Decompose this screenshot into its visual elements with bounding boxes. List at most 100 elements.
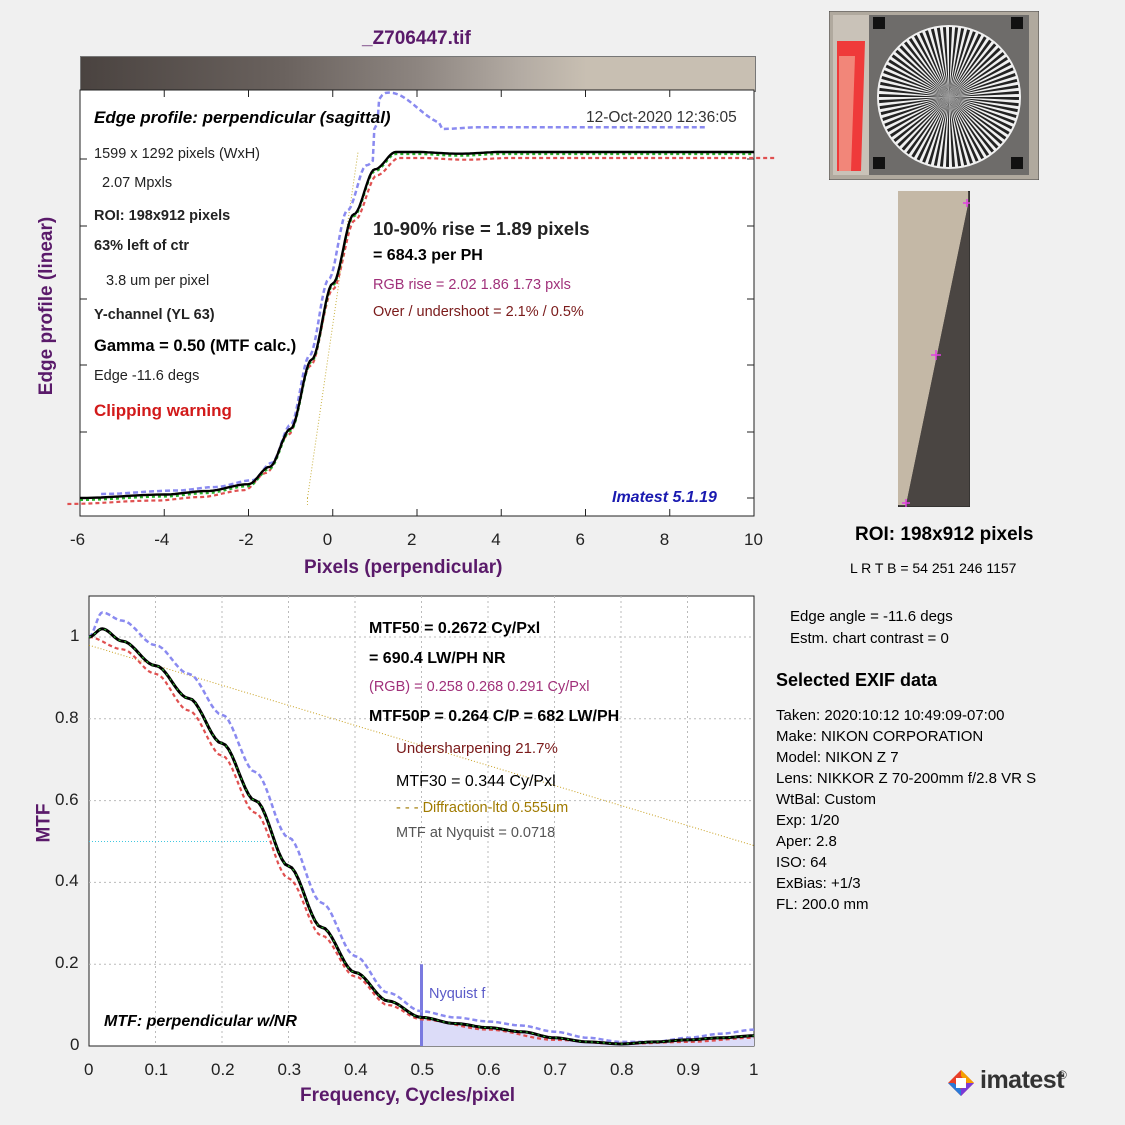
exif-line: Taken: 2020:10:12 10:49:09-07:00 xyxy=(776,707,1005,724)
star-wedge xyxy=(949,28,965,97)
edge-xtick-label: 6 xyxy=(575,530,585,549)
star-wedge xyxy=(949,97,1015,124)
chart-contrast: Estm. chart contrast = 0 xyxy=(790,630,949,647)
star-wedge xyxy=(897,97,949,147)
mtf-series-b xyxy=(88,611,755,1044)
channel-info: Y-channel (YL 63) xyxy=(94,307,215,323)
gamma-info: Gamma = 0.50 (MTF calc.) xyxy=(94,337,297,355)
star-wedge xyxy=(949,97,962,167)
exif-line: Aper: 2.8 xyxy=(776,833,837,850)
mtf-ytick-label: 0.8 xyxy=(55,707,79,727)
star-wedge xyxy=(922,97,949,163)
edge-xtick-label: -4 xyxy=(154,530,170,549)
star-wedge xyxy=(884,97,949,127)
diffraction-label: - - - Diffraction-ltd 0.555um xyxy=(396,800,569,816)
star-wedge xyxy=(949,27,959,97)
mtf-xtick-label: 0.4 xyxy=(344,1060,368,1079)
star-wedge xyxy=(886,97,949,132)
star-wedge xyxy=(949,47,1001,97)
mtf-xtick-label: 0.6 xyxy=(477,1060,501,1079)
star-wedge xyxy=(949,31,976,98)
star-wedge xyxy=(949,97,990,157)
star-wedge xyxy=(949,97,1007,140)
star-wedge xyxy=(949,90,1019,97)
star-wedge xyxy=(904,41,949,97)
exif-line: Lens: NIKKOR Z 70-200mm f/2.8 VR S xyxy=(776,770,1037,787)
star-wedge xyxy=(949,29,971,97)
star-wedge xyxy=(949,97,994,153)
star-wedge xyxy=(949,97,984,160)
edge-xtick-label: 4 xyxy=(491,530,501,549)
roi-info: ROI: 198x912 pixels xyxy=(94,208,231,224)
left-of-ctr: 63% left of ctr xyxy=(94,238,190,254)
edge-xtick-label: 0 xyxy=(322,530,333,549)
star-wedge xyxy=(908,37,949,97)
roi-image xyxy=(898,191,970,507)
exif-line: ISO: 64 xyxy=(776,854,827,871)
star-wedge xyxy=(949,97,1019,101)
star-wedge xyxy=(893,97,949,142)
exif-line: Exp: 1/20 xyxy=(776,812,840,829)
star-wedge xyxy=(949,33,982,97)
edge-xtick-label: 2 xyxy=(407,530,417,549)
star-wedge xyxy=(949,43,997,97)
mtf-xtick-label: 0.7 xyxy=(543,1060,568,1079)
version-label: Imatest 5.1.19 xyxy=(612,489,717,506)
edge-xtick-label: 8 xyxy=(659,530,670,549)
star-wedge xyxy=(949,39,992,97)
star-wedge xyxy=(891,54,949,97)
star-wedge xyxy=(949,97,956,167)
undersharpening: Undersharpening 21.7% xyxy=(396,740,558,757)
rgb-mtf50: (RGB) = 0.258 0.268 0.291 Cy/Pxl xyxy=(369,679,590,695)
star-wedge xyxy=(895,49,949,97)
star-wedge xyxy=(949,84,1019,97)
star-wedge xyxy=(888,59,949,97)
exif-line: FL: 200.0 mm xyxy=(776,896,869,913)
overshoot-info: Over / undershoot = 2.1% / 0.5% xyxy=(373,304,584,320)
mtf-ytick-label: 0.4 xyxy=(55,871,79,891)
star-wedge xyxy=(945,97,949,167)
star-wedge xyxy=(883,70,949,97)
star-wedge xyxy=(949,52,1005,97)
star-wedge xyxy=(949,97,1003,145)
star-wedge xyxy=(949,97,1010,135)
star-wedge xyxy=(901,97,949,151)
mtf-ytick-label: 1 xyxy=(70,626,80,645)
star-wedge xyxy=(927,97,949,165)
mtf-xlabel: Frequency, Cycles/pixel xyxy=(300,1085,516,1106)
edge-heading: Edge profile: perpendicular (sagittal) xyxy=(94,108,391,127)
star-wedge xyxy=(879,93,949,97)
roi-label: ROI: 198x912 pixels xyxy=(855,524,1034,545)
star-wedge xyxy=(949,97,1017,119)
imatest-logo xyxy=(946,1068,976,1098)
edge-xtick-label: -2 xyxy=(238,530,254,549)
file-title: _Z706447.tif xyxy=(362,28,471,49)
edge-series-green xyxy=(79,152,754,502)
star-wedge xyxy=(899,45,949,97)
edge-xlabel: Pixels (perpendicular) xyxy=(304,557,503,578)
star-wedge xyxy=(916,97,949,161)
star-wedge xyxy=(880,97,949,116)
star-wedge xyxy=(911,97,949,158)
mtf-xtick-label: 0.5 xyxy=(410,1060,435,1079)
star-wedge xyxy=(949,27,953,97)
star-wedge xyxy=(942,27,949,98)
star-wedge xyxy=(949,73,1016,97)
mtf-xtick-label: 0.2 xyxy=(211,1060,235,1079)
star-wedge xyxy=(879,97,949,110)
roi-coords: L R T B = 54 251 246 1157 xyxy=(850,560,1017,576)
star-wedge xyxy=(949,97,973,164)
edge-series-red xyxy=(67,156,776,506)
exif-line: ExBias: +1/3 xyxy=(776,875,861,892)
star-wedge xyxy=(949,97,968,166)
edge-xtick-label: 10 xyxy=(744,530,763,549)
star-wedge xyxy=(925,30,949,97)
exif-line: Make: NIKON CORPORATION xyxy=(776,728,984,745)
mtf-heading: MTF: perpendicular w/NR xyxy=(104,1013,297,1030)
star-wedge xyxy=(914,34,949,97)
edge-xtick-label: -6 xyxy=(70,530,86,549)
star-wedge xyxy=(949,97,1019,107)
lwph-value: = 690.4 LW/PH NR xyxy=(369,650,506,667)
star-wedge xyxy=(889,97,949,138)
